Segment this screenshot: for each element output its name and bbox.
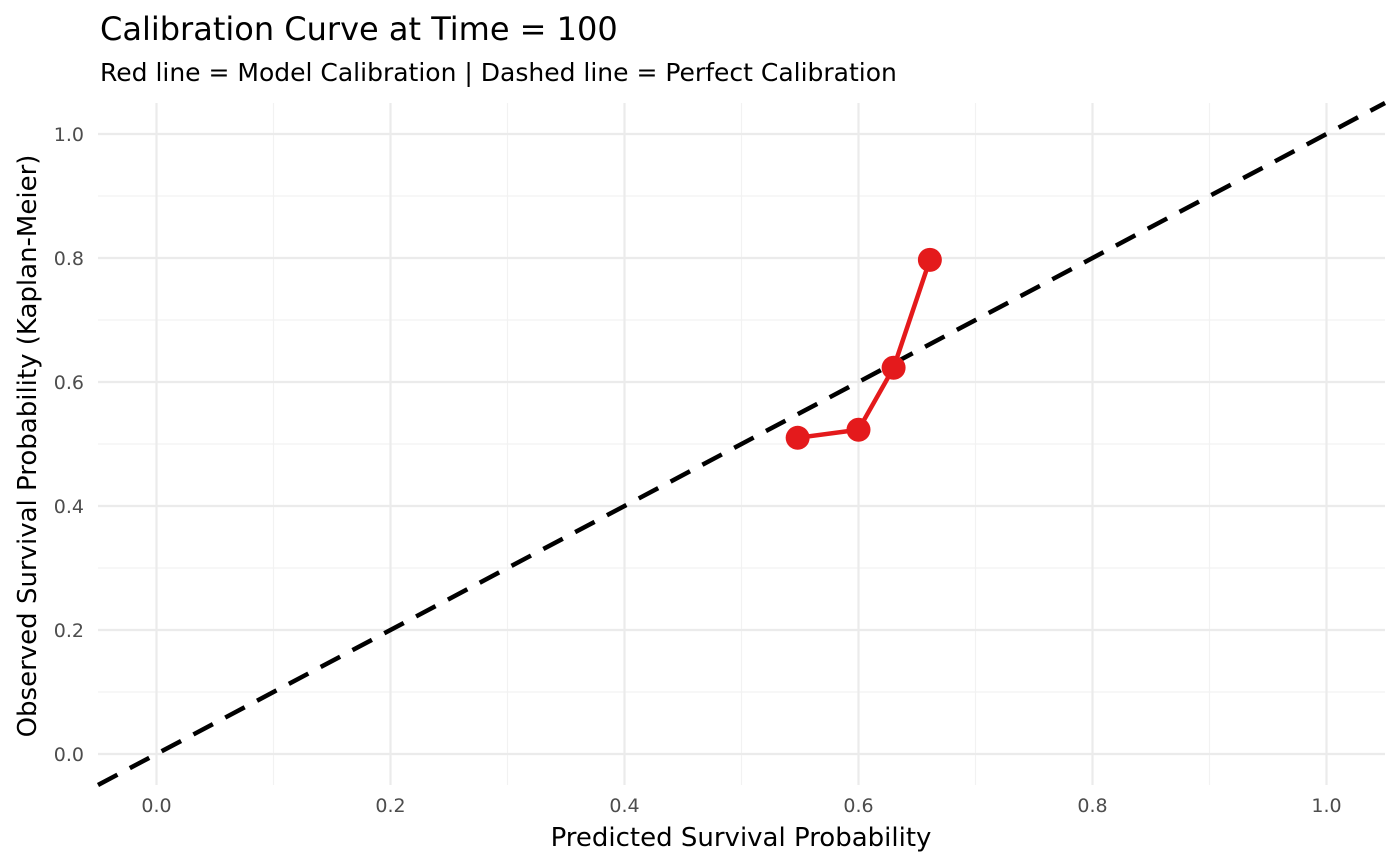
chart-title: Calibration Curve at Time = 100 — [100, 10, 618, 48]
x-axis-title: Predicted Survival Probability — [551, 823, 932, 853]
perfect-calibration-line — [96, 101, 1387, 787]
model-calibration-line — [797, 259, 933, 441]
x-tick-label: 0.0 — [141, 795, 171, 817]
y-tick-label: 1.0 — [54, 124, 84, 146]
calibration-point — [917, 247, 942, 272]
y-tick-label: 0.8 — [54, 248, 84, 270]
y-axis-ticks: 0.0 0.2 0.4 0.6 0.8 1.0 — [54, 124, 84, 766]
y-tick-label: 0.2 — [54, 620, 84, 642]
y-tick-label: 0.0 — [54, 744, 84, 766]
x-tick-label: 0.2 — [375, 795, 405, 817]
calibration-point — [785, 425, 810, 450]
series-layer — [785, 247, 942, 450]
reference-line-layer — [96, 101, 1387, 787]
x-tick-label: 1.0 — [1311, 795, 1341, 817]
calibration-point — [881, 355, 906, 380]
x-axis-ticks: 0.0 0.2 0.4 0.6 0.8 1.0 — [141, 795, 1341, 817]
y-axis-title: Observed Survival Probability (Kaplan-Me… — [13, 155, 43, 738]
chart-subtitle: Red line = Model Calibration | Dashed li… — [100, 58, 897, 87]
x-tick-label: 0.4 — [609, 795, 639, 817]
y-tick-label: 0.4 — [54, 496, 84, 518]
y-tick-label: 0.6 — [54, 372, 84, 394]
calibration-point — [846, 417, 871, 442]
major-grid — [98, 103, 1385, 785]
x-tick-label: 0.8 — [1077, 795, 1107, 817]
x-tick-label: 0.6 — [843, 795, 873, 817]
